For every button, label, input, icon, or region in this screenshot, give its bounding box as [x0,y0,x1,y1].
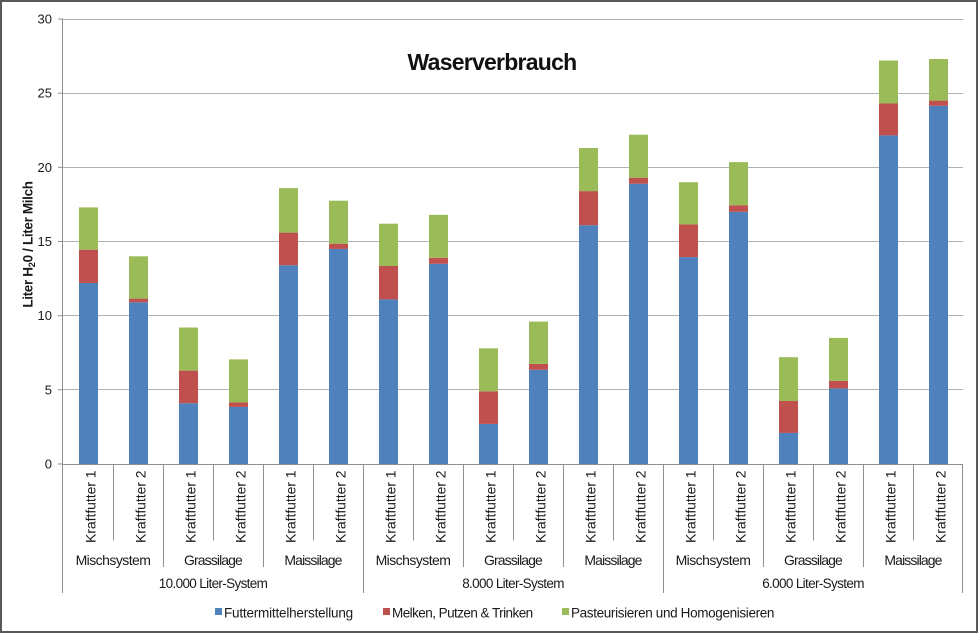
svg-text:Liter H20 / Liter Milch: Liter H20 / Liter Milch [21,181,39,307]
svg-text:Futtermittelherstellung: Futtermittelherstellung [224,606,353,621]
svg-text:0: 0 [45,457,52,472]
svg-text:Kraftfutter 1: Kraftfutter 1 [483,470,499,543]
svg-text:10.000 Liter-System: 10.000 Liter-System [159,576,268,591]
svg-text:Grassilage: Grassilage [784,552,843,568]
svg-text:Kraftfutter 1: Kraftfutter 1 [583,470,599,543]
svg-text:Kraftfutter 1: Kraftfutter 1 [183,470,199,543]
svg-text:8.000 Liter-System: 8.000 Liter-System [462,576,564,591]
svg-text:10: 10 [38,308,52,323]
svg-text:Kraftfutter 2: Kraftfutter 2 [933,470,949,543]
svg-text:Kraftfutter 2: Kraftfutter 2 [833,470,849,543]
svg-text:Mischsystem: Mischsystem [376,552,451,568]
svg-text:25: 25 [38,86,52,101]
svg-text:Maissilage: Maissilage [284,552,342,568]
svg-text:20: 20 [38,160,52,175]
svg-text:Waserverbrauch: Waserverbrauch [408,49,577,75]
svg-text:Pasteurisieren und Homogenisie: Pasteurisieren und Homogenisieren [571,606,774,621]
svg-text:30: 30 [38,12,52,27]
svg-text:Kraftfutter 2: Kraftfutter 2 [333,470,349,543]
svg-text:6.000 Liter-System: 6.000 Liter-System [762,576,864,591]
svg-text:Kraftfutter 1: Kraftfutter 1 [783,470,799,543]
svg-text:Kraftfutter 1: Kraftfutter 1 [83,470,99,543]
svg-text:Melken, Putzen & Trinken: Melken, Putzen & Trinken [392,606,533,621]
svg-text:Grassilage: Grassilage [184,552,243,568]
svg-text:Kraftfutter 1: Kraftfutter 1 [683,470,699,543]
svg-text:Kraftfutter 2: Kraftfutter 2 [133,470,149,543]
svg-text:Mischsystem: Mischsystem [76,552,151,568]
svg-text:Kraftfutter 2: Kraftfutter 2 [533,470,549,543]
svg-text:Kraftfutter 2: Kraftfutter 2 [633,470,649,543]
svg-text:Kraftfutter 1: Kraftfutter 1 [283,470,299,543]
svg-text:Kraftfutter 1: Kraftfutter 1 [883,470,899,543]
svg-text:Kraftfutter 2: Kraftfutter 2 [733,470,749,543]
svg-text:Kraftfutter 2: Kraftfutter 2 [433,470,449,543]
svg-text:Maissilage: Maissilage [884,552,942,568]
svg-text:5: 5 [45,382,52,397]
svg-text:Mischsystem: Mischsystem [676,552,751,568]
svg-text:15: 15 [38,234,52,249]
svg-text:Grassilage: Grassilage [484,552,543,568]
svg-text:Maissilage: Maissilage [584,552,642,568]
svg-text:Kraftfutter 2: Kraftfutter 2 [233,470,249,543]
svg-text:Kraftfutter 1: Kraftfutter 1 [383,470,399,543]
